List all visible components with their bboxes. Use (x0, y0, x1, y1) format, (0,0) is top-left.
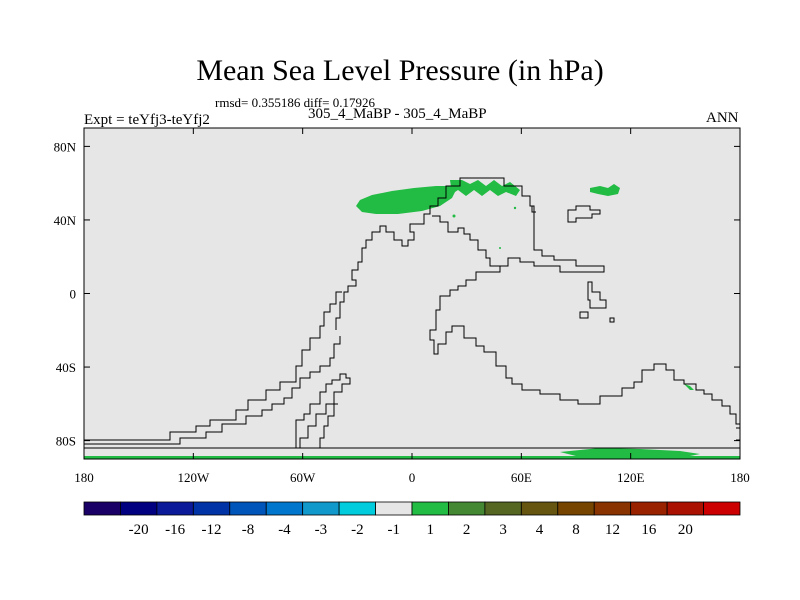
colorbar-swatch (666, 501, 704, 516)
colorbar-swatch (484, 501, 522, 516)
anomaly-regions (84, 180, 740, 459)
x-tick-label: 120E (617, 470, 645, 485)
colorbar-label: -8 (242, 522, 255, 538)
colorbar-label: -1 (388, 522, 401, 538)
colorbar-swatch (302, 501, 340, 516)
coastline-northeast (531, 206, 536, 213)
x-tick-label: 180 (74, 470, 94, 485)
map-panel-background (84, 128, 740, 459)
colorbar-label: 12 (605, 522, 620, 538)
colorbar-swatch (520, 501, 559, 516)
coastline-north-continent (335, 177, 740, 425)
colorbar-label: -2 (351, 522, 364, 538)
colorbar-label: 4 (536, 522, 544, 538)
colorbar-swatch (83, 501, 121, 516)
colorbar-label: -3 (315, 522, 328, 538)
y-tick-label: 80S (56, 434, 76, 449)
colorbar-swatch (156, 501, 194, 516)
anomaly-far-east-patch (590, 184, 620, 196)
y-tick-label: 80N (54, 139, 77, 154)
colorbar-label: 8 (572, 522, 580, 538)
colorbar-swatch (593, 501, 632, 516)
x-tick-label: 0 (409, 470, 416, 485)
anomaly-siberia-patch (450, 180, 520, 196)
x-tick-label: 180 (730, 470, 750, 485)
colorbar-swatch (192, 501, 231, 516)
coastlines (83, 177, 741, 449)
y-axis: 80N 40N 0 40S 80S (54, 139, 740, 449)
colorbar: -20 -16 -12 -8 -4 -3 -2 -1 1 2 3 4 8 12 16 20 (83, 501, 741, 538)
y-tick-label: 40N (54, 213, 77, 228)
anomaly-dot-3 (499, 247, 501, 249)
colorbar-swatch (375, 501, 413, 516)
stats-text: rmsd= 0.355186 diff= 0.17926 (215, 95, 375, 110)
experiment-label: Expt = teYfj3-teYfj2 (84, 112, 210, 128)
anomaly-antarctic-patch (560, 448, 700, 458)
colorbar-label: -16 (165, 522, 185, 538)
colorbar-label: 1 (426, 522, 434, 538)
x-tick-label: 60E (511, 470, 532, 485)
colorbar-swatch (630, 501, 668, 516)
coastline-island-chain (567, 205, 601, 223)
colorbar-label: 3 (499, 522, 507, 538)
colorbar-swatch (229, 501, 267, 516)
case-label: 305_4_MaBP - 305_4_MaBP (308, 106, 487, 122)
anomaly-north-pacific-blob (356, 186, 456, 214)
anomaly-dot-2 (513, 206, 517, 210)
colorbar-label: -20 (129, 522, 149, 538)
colorbar-swatch (338, 501, 376, 516)
colorbar-label: 20 (678, 522, 693, 538)
colorbar-swatch (265, 501, 304, 516)
coastline-south-landmass-4 (316, 403, 338, 449)
season-label: ANN (706, 110, 739, 126)
coastline-inner-sea (432, 215, 500, 267)
colorbar-label: -12 (202, 522, 222, 538)
coastline-south-landmass (83, 291, 342, 441)
colorbar-swatch (557, 501, 595, 516)
colorbar-label: -4 (278, 522, 291, 538)
colorbar-swatch (448, 501, 486, 516)
anomaly-south-pacific-sliver (684, 384, 694, 390)
x-tick-label: 120W (177, 470, 210, 485)
y-tick-label: 40S (56, 360, 76, 375)
x-axis: 180 120W 60W 0 60E 120E 180 (74, 128, 750, 485)
colorbar-swatch (411, 501, 449, 516)
plot-title: Mean Sea Level Pressure (in hPa) (196, 54, 604, 87)
colorbar-swatch (703, 501, 741, 516)
colorbar-swatch (120, 501, 158, 516)
x-tick-label: 60W (290, 470, 316, 485)
colorbar-label: 16 (641, 522, 657, 538)
coastline-south-landmass-3 (295, 373, 351, 449)
coastline-south-landmass-2 (84, 336, 341, 445)
coastline-small-islands (579, 281, 615, 323)
colorbar-label: 2 (463, 522, 471, 538)
anomaly-dot-1 (452, 214, 456, 218)
y-tick-label: 0 (70, 287, 77, 302)
